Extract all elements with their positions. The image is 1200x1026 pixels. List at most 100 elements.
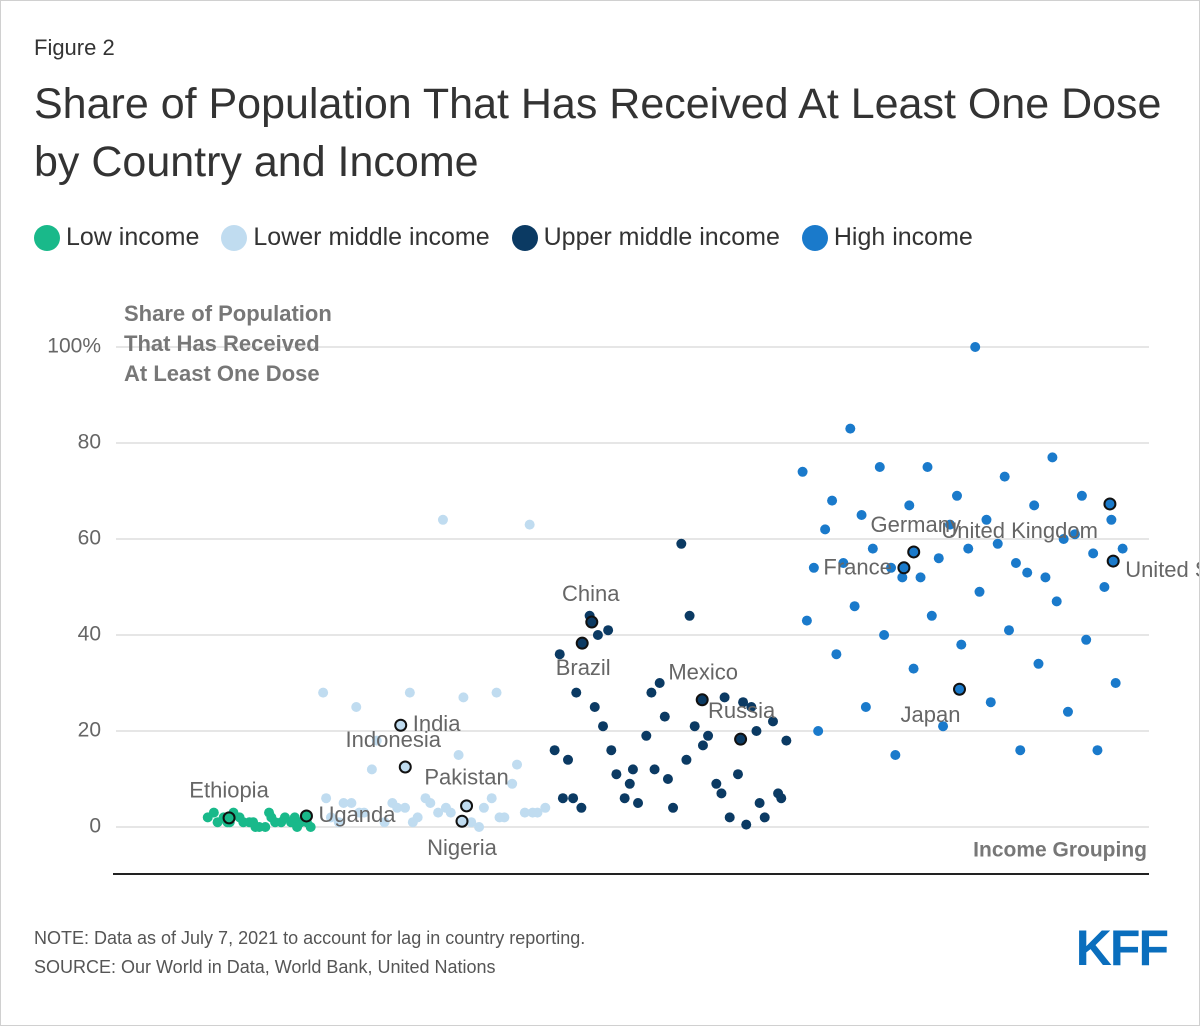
point-label: Brazil xyxy=(556,655,611,680)
point xyxy=(1010,558,1021,568)
point xyxy=(820,524,831,535)
point xyxy=(407,817,418,828)
point xyxy=(346,798,357,808)
point xyxy=(606,745,617,756)
legend-label: Lower middle income xyxy=(253,223,490,251)
source: SOURCE: Our World in Data, World Bank, U… xyxy=(34,957,496,977)
point xyxy=(831,649,842,660)
point xyxy=(571,687,582,698)
point xyxy=(970,342,981,352)
point xyxy=(897,572,908,583)
point xyxy=(741,819,752,830)
legend-swatch xyxy=(34,224,60,251)
point xyxy=(681,754,692,765)
point xyxy=(387,798,398,808)
point xyxy=(951,490,962,501)
legend-swatch xyxy=(221,224,248,251)
point xyxy=(1051,596,1062,607)
point xyxy=(305,822,316,832)
point xyxy=(689,721,700,732)
point xyxy=(945,519,956,530)
labeled-point xyxy=(299,809,313,823)
point xyxy=(568,793,579,804)
point xyxy=(879,630,890,640)
point xyxy=(589,702,600,712)
labeled-point xyxy=(734,732,748,746)
labeled-point xyxy=(907,545,921,559)
point xyxy=(933,553,944,564)
y-tick-label: 40 xyxy=(78,623,101,646)
point xyxy=(974,586,985,597)
point-label: Nigeria xyxy=(427,835,497,860)
y-tick-label: 60 xyxy=(78,527,101,550)
legend: Low income Lower middle income Upper middl… xyxy=(34,223,973,252)
point xyxy=(1092,745,1103,756)
point xyxy=(886,562,897,573)
point xyxy=(1047,452,1058,463)
point xyxy=(404,687,415,698)
legend-item: Upper middle income xyxy=(511,223,780,252)
point xyxy=(849,601,860,612)
labeled-point xyxy=(575,636,589,650)
point-label: Mexico xyxy=(668,660,738,685)
point xyxy=(797,466,808,477)
labeled-point xyxy=(695,693,709,707)
point xyxy=(366,764,377,775)
point xyxy=(491,687,502,698)
point xyxy=(554,649,565,660)
point xyxy=(838,558,849,568)
point xyxy=(719,692,730,703)
note: NOTE: Data as of July 7, 2021 to account… xyxy=(34,928,586,948)
point xyxy=(938,721,949,732)
point xyxy=(867,543,878,554)
point xyxy=(474,822,485,832)
point xyxy=(557,793,568,804)
labeled-point xyxy=(897,561,911,575)
point xyxy=(1062,706,1073,717)
point xyxy=(662,774,673,784)
point xyxy=(524,519,535,530)
point xyxy=(611,769,622,780)
x-axis-title: Income Grouping xyxy=(973,839,1147,862)
point xyxy=(676,538,687,549)
legend-label: High income xyxy=(833,223,973,251)
point xyxy=(466,817,477,828)
point xyxy=(963,543,974,554)
labeled-point xyxy=(1103,497,1117,511)
point xyxy=(999,471,1010,482)
point xyxy=(507,778,518,789)
point xyxy=(576,802,587,813)
point xyxy=(781,735,792,746)
point xyxy=(1110,678,1121,688)
point xyxy=(1058,534,1069,544)
point xyxy=(527,807,538,818)
point xyxy=(371,735,382,746)
point xyxy=(379,817,390,828)
point xyxy=(338,798,349,808)
point xyxy=(420,793,431,804)
point xyxy=(351,702,362,712)
point xyxy=(1069,529,1080,540)
point xyxy=(279,812,290,823)
point-label: United Kingdom xyxy=(941,518,1098,543)
point xyxy=(325,812,336,823)
point xyxy=(981,514,992,525)
point xyxy=(926,610,937,621)
legend-item: Low income xyxy=(34,223,199,252)
point xyxy=(453,750,464,760)
point xyxy=(619,793,630,804)
point xyxy=(759,812,770,823)
y-tick-label: 0 xyxy=(89,815,101,838)
point xyxy=(1033,658,1044,669)
point xyxy=(1029,500,1040,511)
point xyxy=(494,812,505,823)
figure-label: Figure 2 xyxy=(34,35,115,60)
point xyxy=(1076,490,1087,501)
legend-swatch xyxy=(511,224,538,251)
point xyxy=(915,572,926,583)
point xyxy=(724,812,735,823)
point xyxy=(659,711,670,722)
y-tick-label: 100% xyxy=(47,335,101,358)
legend-label: Upper middle income xyxy=(543,223,780,251)
